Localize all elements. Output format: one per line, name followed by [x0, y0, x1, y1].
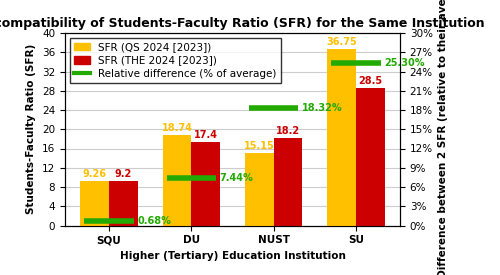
- X-axis label: Higher (Tertiary) Education Institution: Higher (Tertiary) Education Institution: [120, 251, 346, 261]
- Text: 25.30%: 25.30%: [384, 58, 424, 68]
- Y-axis label: Students-Faculty Ratio (SFR): Students-Faculty Ratio (SFR): [26, 44, 36, 214]
- Bar: [274, 138, 302, 226]
- Bar: [356, 88, 385, 226]
- Text: 15.15: 15.15: [244, 141, 274, 151]
- Bar: [80, 181, 109, 226]
- Bar: [162, 135, 192, 226]
- Bar: [327, 49, 356, 226]
- Bar: [245, 153, 274, 225]
- Bar: [192, 142, 220, 226]
- Y-axis label: % Difference between 2 SFR (relative to their average): % Difference between 2 SFR (relative to …: [438, 0, 448, 275]
- Text: 18.2: 18.2: [276, 126, 300, 136]
- Text: 36.75: 36.75: [326, 37, 357, 47]
- Text: 9.26: 9.26: [82, 169, 106, 179]
- Text: 0.68%: 0.68%: [137, 216, 171, 226]
- Text: 18.32%: 18.32%: [302, 103, 343, 113]
- Text: 28.5: 28.5: [358, 76, 382, 86]
- Text: 7.44%: 7.44%: [220, 173, 253, 183]
- Bar: [109, 181, 138, 225]
- Text: 9.2: 9.2: [115, 169, 132, 179]
- Legend: SFR (QS 2024 [2023]), SFR (THE 2024 [2023]), Relative difference (% of average): SFR (QS 2024 [2023]), SFR (THE 2024 [202…: [70, 38, 281, 83]
- Text: 17.4: 17.4: [194, 130, 218, 140]
- Text: 18.74: 18.74: [162, 123, 192, 133]
- Title: Incompatibility of Students-Faculty Ratio (SFR) for the Same Institution: Incompatibility of Students-Faculty Rati…: [0, 17, 484, 31]
